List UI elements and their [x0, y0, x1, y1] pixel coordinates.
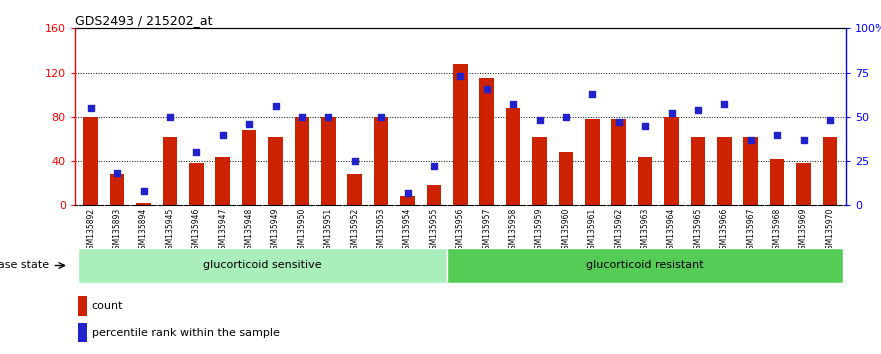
- Point: [691, 107, 705, 113]
- Text: GSM135945: GSM135945: [166, 207, 174, 254]
- Text: glucorticoid sensitive: glucorticoid sensitive: [203, 261, 322, 270]
- Point: [242, 121, 256, 127]
- Text: GSM135968: GSM135968: [773, 207, 781, 254]
- Text: GSM135955: GSM135955: [429, 207, 439, 254]
- Text: GSM135957: GSM135957: [482, 207, 492, 254]
- Point: [585, 91, 599, 97]
- Bar: [137, 203, 151, 205]
- Bar: [242, 130, 256, 205]
- Bar: [374, 117, 389, 205]
- Point: [506, 102, 520, 107]
- Point: [295, 114, 309, 120]
- Point: [216, 132, 230, 137]
- Bar: [84, 117, 98, 205]
- Point: [611, 119, 626, 125]
- Text: GSM135962: GSM135962: [614, 207, 623, 254]
- Bar: [163, 137, 177, 205]
- Text: GSM135960: GSM135960: [561, 207, 570, 254]
- Point: [110, 171, 124, 176]
- Point: [796, 137, 811, 143]
- Point: [189, 149, 204, 155]
- Text: GSM135961: GSM135961: [588, 207, 596, 254]
- Bar: [717, 137, 731, 205]
- Point: [163, 114, 177, 120]
- Text: GDS2493 / 215202_at: GDS2493 / 215202_at: [75, 14, 212, 27]
- Text: GSM135956: GSM135956: [455, 207, 465, 254]
- Point: [427, 164, 441, 169]
- Text: count: count: [92, 301, 123, 311]
- Bar: [216, 156, 230, 205]
- Bar: [664, 117, 678, 205]
- Point: [269, 103, 283, 109]
- Bar: [294, 117, 309, 205]
- Bar: [453, 64, 468, 205]
- Bar: [479, 78, 494, 205]
- Point: [717, 102, 731, 107]
- Text: GSM135950: GSM135950: [298, 207, 307, 254]
- Point: [479, 86, 493, 91]
- Bar: [691, 137, 705, 205]
- Text: GSM135964: GSM135964: [667, 207, 676, 254]
- Bar: [448, 248, 843, 283]
- Bar: [770, 159, 784, 205]
- Text: GSM135946: GSM135946: [192, 207, 201, 254]
- Point: [532, 118, 546, 123]
- Text: GSM135954: GSM135954: [403, 207, 412, 254]
- Point: [638, 123, 652, 129]
- Bar: [426, 185, 441, 205]
- Bar: [823, 137, 837, 205]
- Point: [374, 114, 389, 120]
- Text: GSM135948: GSM135948: [245, 207, 254, 254]
- Text: GSM135894: GSM135894: [139, 207, 148, 254]
- Point: [322, 114, 336, 120]
- Text: GSM135952: GSM135952: [351, 207, 359, 254]
- Bar: [189, 163, 204, 205]
- Text: percentile rank within the sample: percentile rank within the sample: [92, 328, 279, 338]
- Bar: [506, 108, 521, 205]
- Bar: [110, 175, 124, 205]
- Text: GSM135893: GSM135893: [113, 207, 122, 254]
- Bar: [585, 119, 600, 205]
- Bar: [268, 137, 283, 205]
- Point: [348, 158, 362, 164]
- Text: glucorticoid resistant: glucorticoid resistant: [587, 261, 704, 270]
- Point: [453, 73, 467, 79]
- Text: disease state: disease state: [0, 261, 48, 270]
- Text: GSM135963: GSM135963: [640, 207, 649, 254]
- Bar: [78, 248, 448, 283]
- Bar: [347, 175, 362, 205]
- Text: GSM135970: GSM135970: [825, 207, 834, 254]
- Text: GSM135949: GSM135949: [271, 207, 280, 254]
- Bar: [321, 117, 336, 205]
- Text: GSM135959: GSM135959: [535, 207, 544, 254]
- Text: GSM135947: GSM135947: [218, 207, 227, 254]
- Point: [770, 132, 784, 137]
- Bar: [611, 119, 626, 205]
- Bar: [400, 196, 415, 205]
- Bar: [78, 322, 87, 342]
- Text: GSM135969: GSM135969: [799, 207, 808, 254]
- Point: [137, 188, 151, 194]
- Point: [744, 137, 758, 143]
- Text: GSM135892: GSM135892: [86, 207, 95, 253]
- Text: GSM135951: GSM135951: [324, 207, 333, 254]
- Bar: [638, 156, 653, 205]
- Bar: [78, 296, 87, 316]
- Text: GSM135966: GSM135966: [720, 207, 729, 254]
- Text: GSM135953: GSM135953: [376, 207, 386, 254]
- Bar: [744, 137, 758, 205]
- Point: [559, 114, 573, 120]
- Text: GSM135965: GSM135965: [693, 207, 702, 254]
- Point: [823, 118, 837, 123]
- Bar: [796, 163, 811, 205]
- Point: [84, 105, 98, 111]
- Bar: [532, 137, 547, 205]
- Point: [664, 110, 678, 116]
- Bar: [559, 152, 574, 205]
- Text: GSM135958: GSM135958: [508, 207, 518, 254]
- Text: GSM135967: GSM135967: [746, 207, 755, 254]
- Point: [401, 190, 415, 196]
